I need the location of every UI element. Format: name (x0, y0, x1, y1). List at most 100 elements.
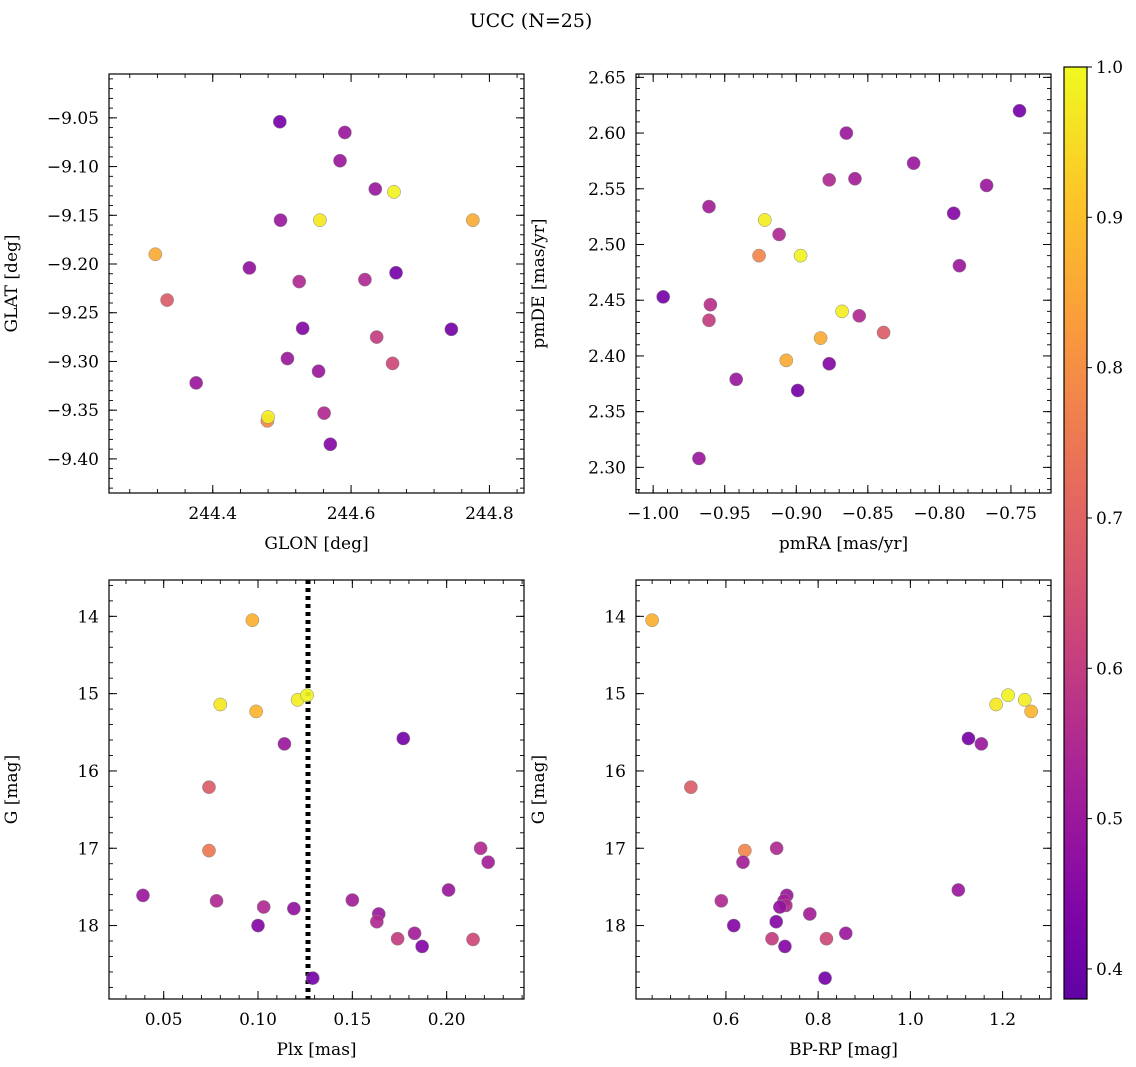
x-tick-label: −0.75 (985, 504, 1037, 524)
data-point (287, 901, 301, 916)
data-point (390, 931, 405, 946)
data-point (726, 918, 741, 933)
y-tick-label: −9.15 (47, 206, 99, 226)
y-tick-label: 2.60 (588, 124, 626, 144)
data-point (951, 883, 966, 897)
y-tick-label: −9.20 (47, 255, 99, 275)
y-tick-label: 14 (77, 607, 99, 627)
data-point (202, 780, 216, 795)
data-point (466, 932, 480, 947)
data-point (338, 125, 352, 140)
data-point (245, 613, 260, 628)
colorbar-tick-label: 0.6 (1096, 659, 1123, 679)
x-axis-label: GLON [deg] (264, 534, 368, 554)
y-tick-label: −9.40 (47, 450, 99, 470)
data-point (261, 410, 275, 424)
data-point (822, 173, 837, 187)
figure-title: UCC (N=25) (470, 10, 593, 32)
scatter-panels: 244.4 244.6 244.8 −9.05 −9.10 −9.15 −9.20 −9.25… (2, 68, 1052, 1060)
x-tick-label: 0.05 (145, 1010, 183, 1030)
x-tick-label: −1.00 (627, 504, 679, 524)
y-tick-label: 17 (77, 839, 99, 859)
data-point (213, 697, 228, 712)
data-point (202, 843, 216, 858)
x-tick-label: 0.8 (805, 1010, 832, 1030)
data-point (961, 731, 976, 746)
y-tick-label: 16 (77, 762, 99, 782)
data-point (876, 325, 891, 340)
axes-frame (635, 579, 1052, 1000)
scatter-points (136, 613, 496, 985)
x-axis-label: BP-RP [mag] (789, 1040, 898, 1060)
data-point (818, 971, 832, 985)
colorbar-tick-label: 0.5 (1096, 810, 1123, 830)
x-tick-label: −0.80 (913, 504, 965, 524)
data-point (702, 199, 716, 214)
data-point (974, 737, 989, 751)
data-point (778, 939, 792, 954)
scatter-points (656, 103, 1027, 466)
data-point (802, 907, 817, 921)
data-point (311, 364, 326, 379)
data-point (1024, 704, 1039, 719)
data-point (368, 182, 383, 196)
y-tick-label: 17 (604, 839, 626, 859)
y-tick-label: 2.40 (588, 347, 626, 367)
data-point (757, 213, 772, 227)
y-axis-label: GLAT [deg] (2, 234, 22, 332)
data-point (852, 308, 867, 323)
x-tick-label: 0.10 (239, 1010, 277, 1030)
data-point (765, 931, 779, 946)
data-point (444, 322, 459, 337)
y-tick-label: 2.35 (588, 403, 626, 423)
scatter-points (645, 613, 1039, 985)
data-point (772, 227, 786, 242)
data-point (848, 171, 862, 186)
data-point (1017, 692, 1032, 707)
y-tick-label: −9.10 (47, 158, 99, 178)
y-tick-label: 2.50 (588, 235, 626, 255)
x-axis-label: pmRA [mas/yr] (779, 534, 908, 554)
x-tick-label: −0.95 (699, 504, 751, 524)
data-point (273, 213, 288, 228)
data-point (703, 297, 718, 312)
data-point (835, 304, 849, 319)
y-axis-label: G [mag] (2, 755, 22, 824)
data-point (737, 843, 752, 858)
y-tick-label: −9.25 (47, 304, 99, 324)
data-point (280, 351, 295, 366)
x-tick-label: 1.2 (989, 1010, 1016, 1030)
data-point (473, 841, 488, 856)
panel-2: −1.00 −0.95 −0.90 −0.85 −0.80 −0.75 2.30 2.35 2.… (529, 68, 1052, 554)
data-point (645, 613, 659, 628)
data-point (906, 156, 921, 170)
colorbar: 0.4 0.5 0.6 0.7 0.8 0.9 1.0 (1063, 58, 1123, 1000)
data-point (148, 247, 163, 262)
colorbar-tick-label: 0.7 (1096, 509, 1123, 529)
data-point (989, 697, 1003, 712)
data-point (813, 331, 828, 345)
data-point (249, 704, 263, 719)
x-tick-label: −0.90 (770, 504, 822, 524)
data-point (407, 926, 422, 941)
y-tick-label: 2.30 (588, 458, 626, 478)
data-point (819, 931, 834, 946)
data-point (295, 321, 310, 336)
data-point (313, 213, 327, 228)
x-tick-label: 244.4 (188, 504, 237, 524)
y-tick-label: 2.55 (588, 180, 626, 200)
y-axis-label: pmDE [mas/yr] (529, 218, 549, 348)
data-point (256, 900, 271, 914)
y-tick-label: 15 (77, 685, 99, 705)
colorbar-tick-label: 0.8 (1096, 359, 1123, 379)
data-point (779, 353, 794, 368)
data-point (769, 841, 784, 856)
data-point (305, 971, 320, 985)
data-point (272, 114, 287, 129)
data-point (277, 737, 292, 751)
data-point (839, 126, 854, 140)
data-point (292, 274, 307, 289)
data-point (656, 290, 671, 304)
y-tick-label: 14 (604, 607, 626, 627)
data-point (333, 153, 347, 168)
